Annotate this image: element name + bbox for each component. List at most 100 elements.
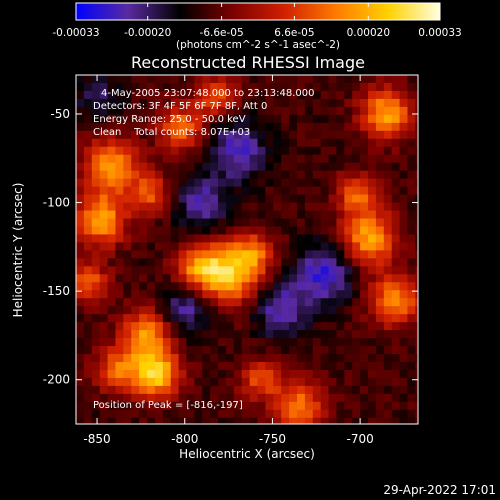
heatmap-cell [344,210,353,220]
heatmap-cell [304,393,314,403]
heatmap-cell [407,106,416,116]
heatmap-cell [407,385,416,395]
heatmap-cell [91,330,101,339]
heatmap-cell [131,75,140,84]
heatmap-cell [131,338,140,347]
heatmap-cell [320,298,330,307]
heatmap-cell [147,361,156,371]
heatmap-cell [154,106,164,116]
heatmap-cell [91,338,101,347]
heatmap-cell [312,75,322,84]
heatmap-cell [360,346,369,355]
heatmap-cell [83,354,93,363]
heatmap-cell [194,282,203,291]
heatmap-cell [344,162,353,172]
heatmap-cell [360,162,369,172]
heatmap-cell [186,234,195,244]
heatmap-cell [218,314,227,323]
heatmap-cell [415,130,418,140]
heatmap-cell [210,154,219,164]
heatmap-cell [202,258,211,267]
heatmap-cell [83,306,93,315]
heatmap-cell [344,322,353,331]
heatmap-cell [218,82,227,92]
heatmap-cell [83,226,93,236]
heatmap-cell [352,178,361,188]
heatmap-cell [83,90,93,100]
heatmap-cell [281,242,290,251]
heatmap-cell [399,266,409,275]
heatmap-cell [123,218,132,228]
heatmap-cell [210,234,219,244]
heatmap-cell [147,218,156,228]
heatmap-cell [194,361,203,371]
heatmap-cell [399,401,409,411]
heatmap-cell [139,75,148,84]
heatmap-cell [296,146,306,156]
heatmap-cell [360,330,369,339]
heatmap-cell [83,106,93,116]
heatmap-cell [368,114,377,124]
heatmap-cell [194,314,203,323]
heatmap-cell [289,82,298,92]
heatmap-cell [123,114,132,124]
heatmap-cell [186,258,195,267]
heatmap-cell [91,226,101,236]
heatmap-cell [249,178,259,188]
heatmap-cell [399,90,409,100]
heatmap-cell [368,98,377,108]
heatmap-cell [83,178,93,188]
heatmap-cell [328,361,338,371]
heatmap-cell [281,250,290,259]
heatmap-cell [241,242,251,251]
heatmap-cell [83,290,93,299]
heatmap-cell [139,194,148,204]
heatmap-cell [257,242,267,251]
heatmap-cell [170,162,180,172]
heatmap-cell [336,409,345,419]
heatmap-cell [170,194,180,204]
heatmap-cell [154,338,164,347]
heatmap-cell [289,202,298,212]
heatmap-cell [241,385,251,395]
heatmap-cell [131,170,140,180]
heatmap-cell [225,75,235,84]
heatmap-cell [415,106,418,116]
heatmap-cell [344,178,353,188]
heatmap-cell [368,282,377,291]
heatmap-cell [415,385,418,395]
heatmap-cell [368,369,377,379]
heatmap-cell [186,322,195,331]
heatmap-cell [375,417,385,424]
heatmap-cell [399,417,409,424]
heatmap-cell [273,130,282,140]
heatmap-cell [265,282,274,291]
heatmap-cell [154,154,164,164]
heatmap-cell [107,282,117,291]
heatmap-cell [139,361,148,371]
heatmap-cell [91,138,101,148]
heatmap-cell [202,242,211,251]
heatmap-cell [391,82,401,92]
heatmap-cell [225,409,235,419]
heatmap-cell [249,354,259,363]
heatmap-cell [352,82,361,92]
heatmap-cell [383,98,393,108]
heatmap-cell [352,282,361,291]
heatmap-cell [296,114,306,124]
heatmap-cell [391,338,401,347]
heatmap-cell [202,361,211,371]
heatmap-cell [91,377,101,387]
heatmap-cell [202,314,211,323]
heatmap-cell [123,369,132,379]
heatmap-cell [241,106,251,116]
heatmap-cell [91,274,101,283]
heatmap-cell [415,146,418,156]
heatmap-cell [352,274,361,283]
heatmap-cell [147,210,156,220]
heatmap-cell [162,393,172,403]
heatmap-cell [83,130,93,140]
heatmap-cell [76,90,85,100]
heatmap-cell [233,282,243,291]
heatmap-cell [415,114,418,124]
